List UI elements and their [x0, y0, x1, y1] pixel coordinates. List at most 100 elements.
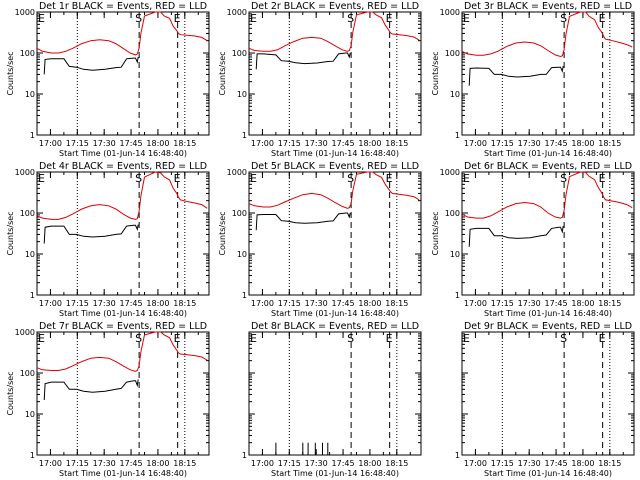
chart-title: Det 9r BLACK = Events, RED = LLD: [464, 321, 632, 332]
x-tick-label: 17:00: [251, 299, 274, 308]
series-line-lld: [36, 11, 208, 56]
x-tick-label: 17:00: [464, 459, 487, 468]
x-tick-label: 17:15: [66, 459, 89, 468]
chart-panel-1: Det 1r BLACK = Events, RED = LLD 1 10 100 10…: [6, 1, 210, 158]
y-tick-label: 100: [20, 49, 35, 58]
x-tick-label: 17:45: [120, 139, 143, 148]
marker-label: E: [386, 12, 393, 25]
y-tick-label: 1: [242, 451, 247, 460]
y-tick-label: 1: [242, 131, 247, 140]
x-tick-label: 17:30: [518, 139, 541, 148]
chart-panel-9: Det 9r BLACK = Events, RED = LLD 1 17:00 17…: [455, 321, 635, 478]
y-axis-label: Counts/sec: [6, 371, 15, 415]
x-tick-label: 17:00: [464, 139, 487, 148]
y-tick-label: 10: [237, 90, 247, 99]
y-axis-label: Counts/sec: [6, 211, 15, 255]
x-tick-label: 18:00: [146, 459, 169, 468]
x-tick-label: 17:00: [39, 139, 62, 148]
plot-frame: [36, 171, 210, 296]
x-tick-label: 17:45: [332, 459, 355, 468]
x-tick-label: 18:00: [358, 299, 381, 308]
y-tick-label: 100: [20, 209, 35, 218]
x-tick-label: 18:15: [598, 139, 621, 148]
y-tick-label: 1000: [440, 8, 460, 17]
marker-label: S: [135, 332, 142, 345]
x-tick-label: 17:15: [66, 299, 89, 308]
marker-label: E: [174, 332, 181, 345]
y-tick-label: 1: [455, 131, 460, 140]
marker-label: E: [599, 12, 606, 25]
x-tick-label: 17:30: [93, 459, 116, 468]
x-axis-label: Start Time (01-Jun-14 16:48:40): [484, 149, 612, 158]
series-line-events: [468, 66, 564, 86]
x-tick-label: 17:30: [518, 299, 541, 308]
y-tick-label: 10: [25, 250, 35, 259]
x-tick-label: 17:30: [518, 459, 541, 468]
series-line-lld: [248, 11, 420, 52]
x-tick-label: 18:15: [385, 139, 408, 148]
marker-label: E: [38, 172, 45, 185]
x-tick-label: 17:15: [491, 299, 514, 308]
y-tick-label: 1: [242, 291, 247, 300]
y-tick-label: 100: [445, 49, 460, 58]
plot-frame: [248, 11, 422, 136]
x-tick-label: 18:15: [173, 459, 196, 468]
marker-label: E: [599, 172, 606, 185]
marker-label: E: [599, 332, 606, 345]
series-line-lld: [36, 331, 208, 372]
x-axis-label: Start Time (01-Jun-14 16:48:40): [59, 309, 187, 318]
x-tick-label: 18:15: [598, 459, 621, 468]
series-line-lld: [461, 171, 633, 219]
chart-title: Det 5r BLACK = Events, RED = LLD: [251, 161, 419, 172]
chart-title: Det 8r BLACK = Events, RED = LLD: [251, 321, 419, 332]
x-axis-label: Start Time (01-Jun-14 16:48:40): [484, 469, 612, 478]
plot-frame: [36, 11, 210, 136]
x-tick-label: 17:45: [545, 459, 568, 468]
x-tick-label: 18:00: [571, 459, 594, 468]
x-tick-label: 17:45: [120, 459, 143, 468]
y-tick-label: 10: [450, 90, 460, 99]
x-tick-label: 17:45: [545, 299, 568, 308]
y-tick-label: 1: [455, 291, 460, 300]
plot-frame: [461, 11, 635, 136]
series-line-events: [43, 379, 139, 401]
chart-panel-6: Det 6r BLACK = Events, RED = LLD 1 10 100 10…: [431, 161, 635, 318]
y-axis-label: Counts/sec: [218, 51, 227, 95]
marker-label: S: [347, 172, 354, 185]
chart-title: Det 2r BLACK = Events, RED = LLD: [251, 1, 419, 12]
y-tick-label: 1: [455, 451, 460, 460]
chart-panel-8: Det 8r BLACK = Events, RED = LLD 1 17:00 17…: [242, 321, 422, 478]
marker-label: E: [250, 12, 257, 25]
x-tick-label: 17:15: [66, 139, 89, 148]
marker-label: E: [38, 12, 45, 25]
x-tick-label: 17:30: [93, 139, 116, 148]
x-tick-label: 17:15: [278, 299, 301, 308]
plot-frame: [461, 331, 635, 456]
marker-label: E: [463, 12, 470, 25]
x-tick-label: 18:00: [571, 299, 594, 308]
x-tick-label: 17:30: [305, 299, 328, 308]
chart-panel-4: Det 4r BLACK = Events, RED = LLD 1 10 100 10…: [6, 161, 210, 318]
plot-frame: [36, 331, 210, 456]
y-tick-label: 1000: [227, 168, 247, 177]
series-line-events: [255, 52, 351, 70]
marker-label: E: [463, 332, 470, 345]
y-tick-label: 10: [450, 250, 460, 259]
plot-frame: [248, 171, 422, 296]
y-tick-label: 100: [232, 209, 247, 218]
series-line-lld: [461, 11, 633, 58]
marker-label: S: [347, 332, 354, 345]
series-line-events: [43, 56, 139, 75]
y-tick-label: 1: [30, 291, 35, 300]
marker-label: E: [386, 172, 393, 185]
x-tick-label: 17:30: [305, 139, 328, 148]
y-tick-label: 1000: [15, 168, 35, 177]
x-tick-label: 17:00: [39, 459, 62, 468]
marker-label: E: [250, 332, 257, 345]
y-tick-label: 1000: [440, 168, 460, 177]
x-tick-label: 18:00: [358, 459, 381, 468]
marker-label: S: [135, 12, 142, 25]
plot-frame: [248, 331, 422, 456]
x-tick-label: 17:00: [251, 459, 274, 468]
series-line-events: [275, 442, 329, 456]
